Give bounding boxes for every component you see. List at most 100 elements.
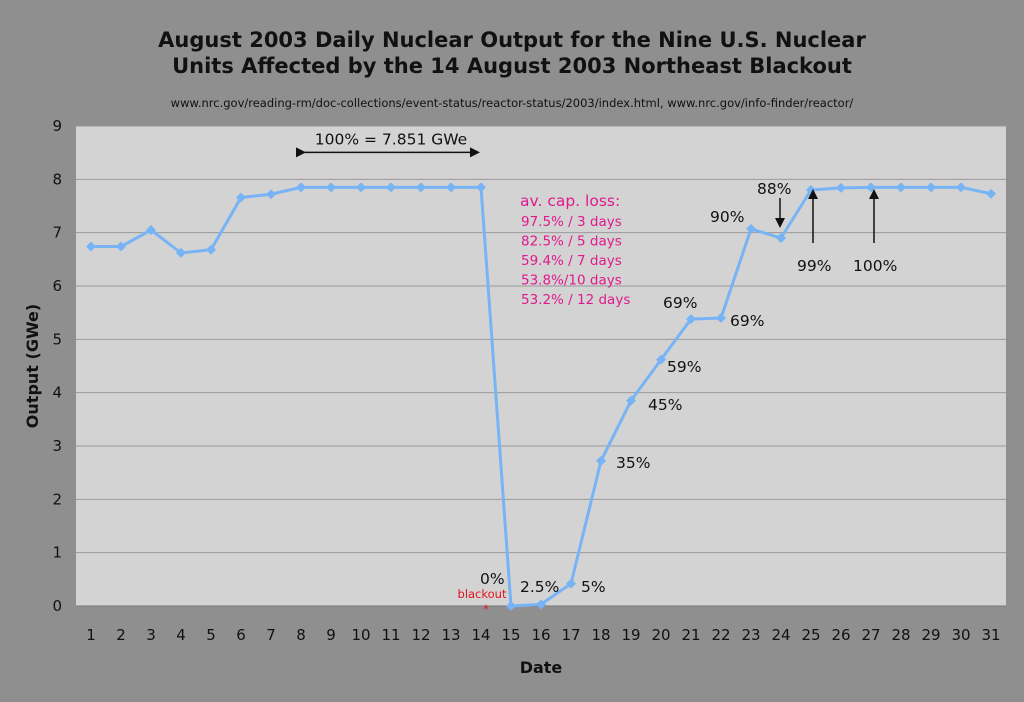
- data-point: [476, 182, 486, 193]
- cap-loss-heading: av. cap. loss:: [520, 192, 620, 210]
- x-tick-label: 16: [531, 626, 550, 644]
- data-point: [266, 189, 276, 200]
- percent-label: 59%: [667, 358, 701, 376]
- x-axis-title: Date: [520, 658, 563, 677]
- cap-loss-line: 59.4% / 7 days: [521, 253, 622, 269]
- data-point: [146, 225, 156, 235]
- x-tick-label: 28: [891, 626, 910, 644]
- data-point: [206, 244, 216, 255]
- x-tick-label: 24: [771, 626, 790, 644]
- x-tick-label: 18: [591, 626, 610, 644]
- data-point: [896, 182, 906, 193]
- percent-label: 90%: [710, 208, 744, 226]
- percent-label: 88%: [757, 180, 791, 198]
- x-tick-labels: 1 2 3 4 5 6 7 8 9 10 11 12 13 14 15 16 17 18 19 20 21 22 23 24 2…: [86, 626, 1000, 644]
- grid-lines: [76, 125, 1006, 607]
- x-tick-label: 23: [741, 626, 760, 644]
- data-point: [296, 182, 306, 193]
- y-tick-label: 5: [52, 330, 62, 348]
- x-tick-label: 6: [236, 626, 246, 644]
- y-tick-label: 0: [52, 597, 62, 615]
- data-point: [326, 182, 336, 193]
- x-tick-label: 25: [801, 626, 820, 644]
- data-point: [986, 188, 996, 199]
- data-point: [86, 241, 96, 252]
- x-tick-label: 31: [981, 626, 1000, 644]
- x-tick-label: 7: [266, 626, 276, 644]
- percent-label: 5%: [581, 578, 606, 596]
- data-point: [536, 599, 546, 610]
- data-point: [746, 223, 756, 234]
- y-tick-label: 1: [52, 544, 62, 562]
- x-tick-label: 3: [146, 626, 156, 644]
- x-tick-label: 19: [621, 626, 640, 644]
- data-point: [386, 182, 396, 193]
- percent-label: 35%: [616, 454, 650, 472]
- y-tick-label: 4: [52, 384, 62, 402]
- data-point: [356, 182, 366, 193]
- data-point: [236, 192, 246, 203]
- x-tick-label: 8: [296, 626, 306, 644]
- y-tick-label: 2: [52, 490, 62, 508]
- chart-subtitle: www.nrc.gov/reading-rm/doc-collections/e…: [171, 96, 854, 110]
- plot-area: [76, 126, 1006, 606]
- x-tick-label: 15: [501, 626, 520, 644]
- cap-loss-line: 53.8%/10 days: [521, 273, 622, 289]
- y-tick-labels: 0 1 2 3 4 5 6 7 8 9: [52, 117, 62, 615]
- percent-label: 69%: [663, 294, 697, 312]
- y-tick-label: 7: [52, 224, 62, 242]
- x-tick-label: 14: [471, 626, 490, 644]
- data-point: [686, 314, 696, 325]
- x-tick-label: 9: [326, 626, 336, 644]
- data-point: [416, 182, 426, 193]
- data-point: [506, 601, 516, 611]
- percent-label: 69%: [730, 312, 764, 330]
- y-tick-label: 8: [52, 170, 62, 188]
- data-point: [116, 241, 126, 252]
- x-tick-label: 27: [861, 626, 880, 644]
- x-tick-label: 12: [411, 626, 430, 644]
- percent-label: 45%: [648, 396, 682, 414]
- blackout-label: blackout: [458, 587, 507, 601]
- percent-label: 100%: [853, 257, 897, 275]
- data-point: [776, 233, 786, 243]
- y-axis-title: Output (GWe): [23, 304, 42, 428]
- percent-label: 0%: [480, 570, 505, 588]
- series-layer: [86, 182, 996, 611]
- annotations-layer: 100% = 7.851 GWe av. cap. loss: 97.5% / 3 …: [296, 130, 897, 616]
- cap-loss-line: 82.5% / 5 days: [521, 234, 622, 250]
- range-label: 100% = 7.851 GWe: [315, 130, 467, 148]
- x-tick-label: 29: [921, 626, 940, 644]
- data-point: [626, 395, 636, 406]
- x-tick-label: 17: [561, 626, 580, 644]
- x-tick-label: 22: [711, 626, 730, 644]
- x-tick-label: 10: [351, 626, 370, 644]
- x-tick-label: 30: [951, 626, 970, 644]
- x-tick-label: 11: [381, 626, 400, 644]
- percent-label: 2.5%: [520, 578, 559, 596]
- x-tick-label: 1: [86, 626, 96, 644]
- y-tick-label: 3: [52, 437, 62, 455]
- y-tick-label: 6: [52, 277, 62, 295]
- data-point: [596, 455, 606, 466]
- data-point: [656, 354, 666, 365]
- blackout-marker: *: [483, 602, 489, 616]
- x-tick-label: 2: [116, 626, 126, 644]
- x-tick-label: 20: [651, 626, 670, 644]
- x-tick-label: 13: [441, 626, 460, 644]
- cap-loss-line: 53.2% / 12 days: [521, 292, 630, 308]
- data-point: [836, 182, 846, 193]
- data-point: [716, 313, 726, 323]
- x-tick-label: 5: [206, 626, 216, 644]
- x-tick-label: 26: [831, 626, 850, 644]
- data-point: [446, 182, 456, 193]
- data-point: [566, 578, 576, 589]
- chart-title-line-2: Units Affected by the 14 August 2003 Nor…: [172, 54, 852, 78]
- y-tick-label: 9: [52, 117, 62, 135]
- data-point: [176, 247, 186, 258]
- percent-label: 99%: [797, 257, 831, 275]
- data-point: [926, 182, 936, 193]
- data-point: [956, 182, 966, 193]
